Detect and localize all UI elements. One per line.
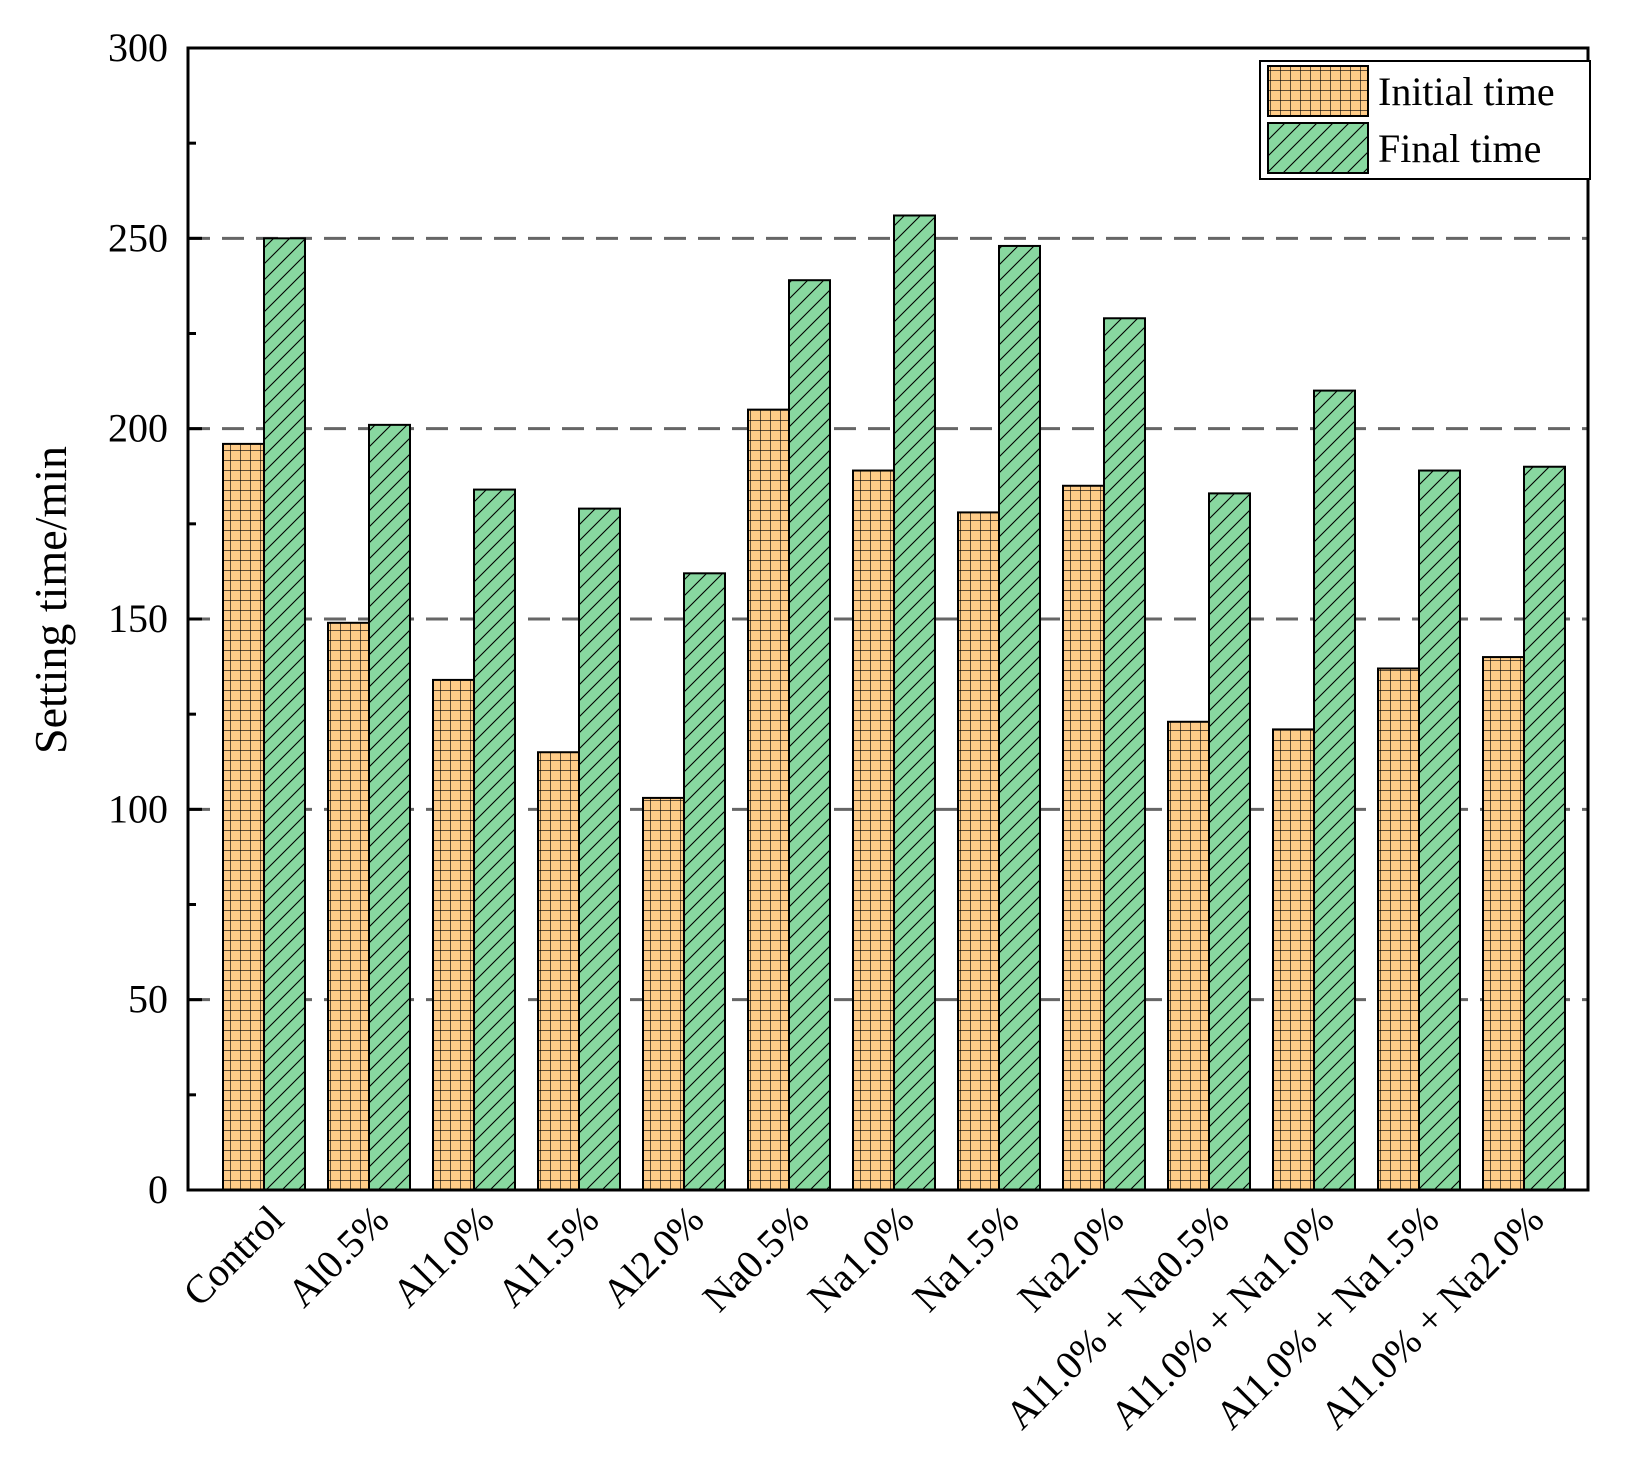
axes [186, 46, 1590, 1192]
bar-initial-0 [222, 442, 265, 1192]
bar-initial-4 [642, 796, 685, 1191]
bar-initial-9 [1167, 720, 1210, 1192]
category-label-3: Al1.5% [488, 1197, 607, 1316]
category-labels: ControlAl0.5%Al1.0%Al1.5%Al2.0%Na0.5%Na1… [174, 1197, 1552, 1438]
legend-label-final: Final time [1378, 126, 1541, 171]
bar-initial-3 [537, 751, 580, 1191]
bar-initial-5 [747, 408, 790, 1191]
bar-final-12 [1523, 465, 1566, 1191]
y-tick-labels: 0 50 100 150 200 250 300 [108, 25, 168, 1212]
bars [222, 214, 1566, 1192]
category-label-5: Na0.5% [694, 1197, 818, 1321]
bar-final-5 [788, 279, 831, 1191]
legend-swatch-final [1267, 122, 1369, 174]
y-tick-label-200: 200 [108, 406, 168, 451]
category-label-4: Al2.0% [593, 1197, 712, 1316]
bar-final-6 [893, 214, 936, 1191]
bar-initial-1 [327, 621, 370, 1191]
bar-final-1 [368, 423, 411, 1191]
y-axis-label: Setting time/min [25, 446, 76, 754]
bar-initial-2 [432, 678, 475, 1191]
bar-initial-10 [1272, 728, 1315, 1191]
category-label-0: Control [174, 1197, 292, 1315]
legend-swatch-initial [1267, 65, 1369, 117]
legend: Initial time Final time [1259, 60, 1591, 180]
bar-final-2 [473, 488, 516, 1192]
category-label-2: Al1.0% [383, 1197, 502, 1316]
category-label-1: Al0.5% [278, 1197, 397, 1316]
bar-final-10 [1313, 389, 1356, 1192]
y-tick-label-50: 50 [128, 977, 168, 1022]
y-tick-label-0: 0 [148, 1167, 168, 1212]
bar-initial-6 [852, 469, 895, 1192]
bar-final-9 [1208, 492, 1251, 1191]
bar-initial-7 [957, 511, 1000, 1191]
bar-final-4 [683, 572, 726, 1191]
bar-initial-12 [1482, 656, 1525, 1191]
y-tick-label-250: 250 [108, 215, 168, 260]
legend-label-initial: Initial time [1378, 69, 1555, 114]
bar-final-8 [1103, 317, 1146, 1192]
y-tick-label-300: 300 [108, 25, 168, 70]
bar-final-11 [1418, 469, 1461, 1192]
bar-final-7 [998, 244, 1041, 1192]
bar-final-0 [263, 237, 306, 1192]
y-tick-label-100: 100 [108, 786, 168, 831]
category-label-7: Na1.5% [904, 1197, 1028, 1321]
y-tick-label-150: 150 [108, 596, 168, 641]
bar-initial-11 [1377, 667, 1420, 1191]
category-label-6: Na1.0% [799, 1197, 923, 1321]
bar-initial-8 [1062, 484, 1105, 1191]
bar-final-3 [578, 507, 621, 1191]
